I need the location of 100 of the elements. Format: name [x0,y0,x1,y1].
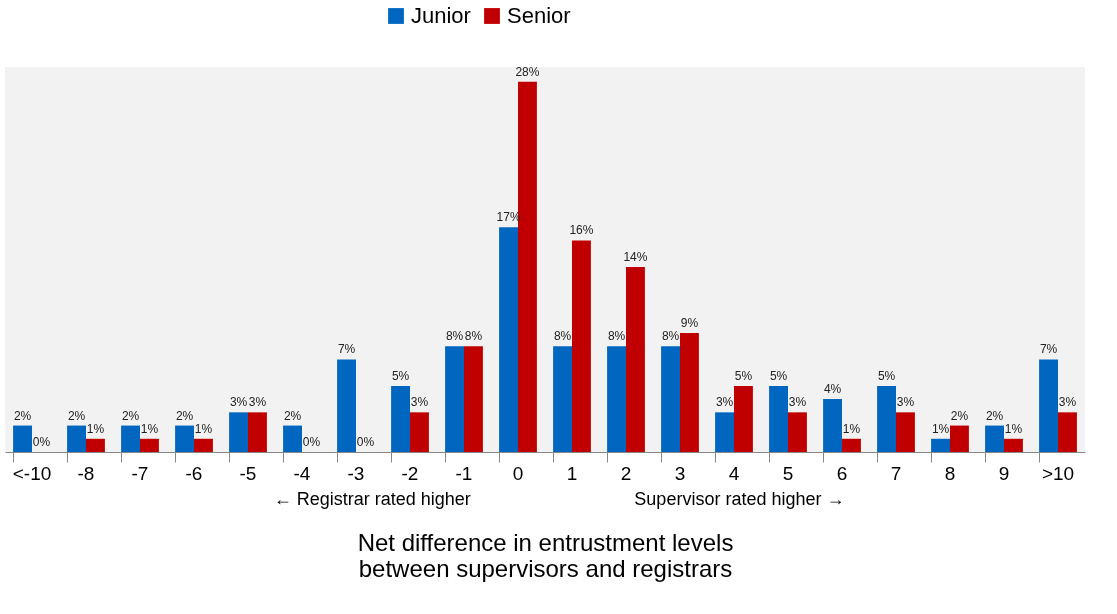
x-tick-label: 5 [782,462,794,484]
data-label: 8% [445,329,464,344]
bar [1004,438,1023,452]
bar [283,425,302,452]
data-label: 2% [175,408,194,423]
x-tick-label: 2 [620,462,632,484]
bar [896,412,915,452]
data-label: 1% [1004,421,1023,436]
data-label: 14% [623,249,648,264]
bar [13,425,32,452]
x-tick-label: -6 [185,462,203,484]
bar [680,333,699,452]
x-tick-label: >10 [1041,462,1075,484]
x-tick-label: <-10 [12,462,52,484]
data-label: 3% [248,395,267,410]
bar [661,346,680,452]
data-label: 5% [734,368,753,383]
data-label: 2% [67,408,86,423]
data-label: 8% [553,329,572,344]
bar [607,346,626,452]
bar [464,346,483,452]
bar [410,412,429,452]
data-label: 3% [788,395,807,410]
bar [715,412,734,452]
bar [175,425,194,452]
data-label: 4% [823,382,842,397]
bar [140,438,159,452]
bar [1058,412,1077,452]
bar [194,438,213,452]
bar [391,385,410,452]
bar [86,438,105,452]
data-label: 8% [661,329,680,344]
x-tick-label: 4 [728,462,740,484]
bar [626,266,645,452]
bar [734,385,753,452]
data-label: 2% [121,408,140,423]
bar [769,385,788,452]
x-tick-label: 6 [836,462,848,484]
data-label: 3% [715,395,734,410]
data-label: 2% [283,408,302,423]
bar [229,412,248,452]
data-label: 1% [842,421,861,436]
data-label: 3% [229,395,248,410]
x-tick-label: -2 [401,462,419,484]
x-axis-title: Net difference in entrustment levels between supervisors and registrars [357,528,734,582]
legend-label: Senior [507,3,571,28]
data-label: 16% [569,223,594,238]
bar [842,438,861,452]
data-label: 28% [515,64,540,79]
x-tick-label: 0 [512,462,524,484]
data-label: 0% [32,435,51,449]
x-tick-label: 3 [674,462,686,484]
data-label: 2% [950,408,969,423]
data-label: 3% [896,395,915,410]
data-label: 3% [1058,395,1077,410]
bar [67,425,86,452]
text: Supervisor rated higher → [634,489,845,509]
data-label: 9% [680,316,699,331]
x-tick-label: 1 [566,462,578,484]
x-tick-label: 9 [998,462,1010,484]
data-label: 5% [877,368,896,383]
data-label: 7% [337,342,356,357]
bar [337,359,356,452]
x-tick-label: -4 [293,462,311,484]
data-label: 7% [1039,342,1058,357]
bar [553,346,572,452]
data-label: 1% [194,421,213,436]
text: ← Registrar rated higher [273,489,471,509]
x-tick-label: 8 [944,462,956,484]
bar [823,399,842,452]
data-label: 5% [769,368,788,383]
x-tick-label: -3 [347,462,365,484]
bar [931,438,950,452]
data-label: 1% [140,421,159,436]
bar [985,425,1004,452]
data-label: 0% [356,435,375,449]
bar [950,425,969,452]
data-label: 8% [607,329,626,344]
x-tick-label: -7 [131,462,149,484]
data-label: 5% [391,368,410,383]
data-label: 8% [464,329,483,344]
bar [788,412,807,452]
data-label: 1% [931,421,950,436]
x-tick-label: -8 [77,462,95,484]
data-label: 3% [410,395,429,410]
data-label: 1% [86,421,105,436]
bar [1039,359,1058,452]
bar [572,240,591,452]
x-tick-label: -1 [455,462,473,484]
data-label: 2% [985,408,1004,423]
x-tick-label: -5 [239,462,257,484]
data-label: 2% [13,408,32,423]
bar [877,385,896,452]
bar [499,227,518,452]
legend-label: Junior [411,3,471,28]
bar [121,425,140,452]
x-tick-label: 7 [890,462,902,484]
bar [248,412,267,452]
bar [445,346,464,452]
data-label: 0% [302,435,321,449]
